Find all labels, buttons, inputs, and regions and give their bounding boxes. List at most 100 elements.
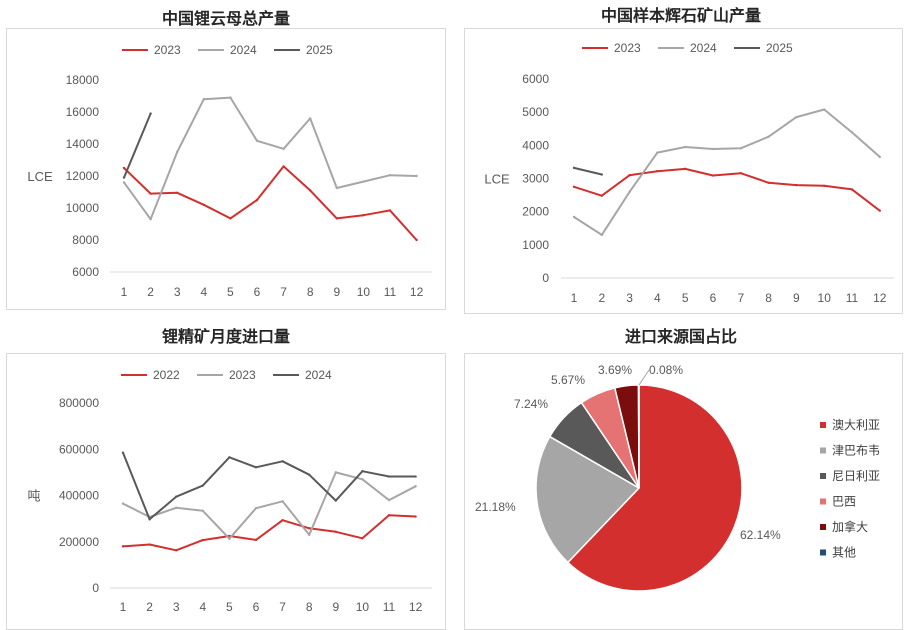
series-line-2023 <box>123 165 418 241</box>
data-point <box>361 537 364 540</box>
y-axis-title: 吨 <box>27 489 40 504</box>
y-tick-label: 16000 <box>66 105 100 119</box>
x-tick-label: 1 <box>120 600 127 614</box>
data-point <box>201 484 204 487</box>
data-point <box>362 180 365 183</box>
data-point <box>684 167 687 171</box>
chart-title: 锂精矿月度进口量 <box>161 329 290 346</box>
data-point <box>281 519 284 522</box>
data-point <box>228 537 231 540</box>
data-point <box>572 166 576 170</box>
series-line-2025 <box>123 113 152 178</box>
data-point <box>415 174 418 178</box>
data-point <box>361 478 364 481</box>
data-point <box>656 170 659 173</box>
slice-value-label: 3.69% <box>598 363 632 377</box>
chart-frame <box>6 353 446 630</box>
data-point <box>282 147 285 150</box>
x-tick-label: 6 <box>253 600 260 614</box>
x-tick-label: 3 <box>174 285 181 299</box>
slice-value-label: 62.14% <box>740 528 781 542</box>
x-tick-label: 10 <box>356 600 370 614</box>
data-point <box>122 176 126 179</box>
data-point <box>850 131 854 134</box>
data-point <box>121 451 125 454</box>
data-point <box>176 150 179 154</box>
pie-slice <box>535 435 641 564</box>
x-tick-label: 8 <box>765 291 772 305</box>
legend-label: 加拿大 <box>832 519 868 534</box>
data-point <box>823 108 826 111</box>
data-point <box>823 184 826 187</box>
data-point <box>628 173 631 177</box>
x-tick-label: 7 <box>737 291 744 305</box>
legend-label: 2025 <box>306 43 333 57</box>
y-tick-label: 12000 <box>66 169 100 183</box>
legend-label: 2025 <box>766 41 793 55</box>
slice-value-label: 5.67% <box>551 373 585 387</box>
legend-label: 巴西 <box>832 495 856 509</box>
y-tick-label: 10000 <box>66 201 100 215</box>
data-point <box>334 471 337 474</box>
data-point <box>254 507 258 510</box>
data-point <box>255 139 259 142</box>
data-point <box>387 475 391 478</box>
x-tick-label: 11 <box>383 600 396 614</box>
chart-import-sources: 进口来源国占比 62.14% 21.18% 7.24% 5.67% 3.69% 0.08%… <box>458 318 904 630</box>
chart-spodumene-output: 中国样本辉石矿山产量 6000 5000 4000 3000 2000 1000 0 1 2 3 4… <box>458 0 904 316</box>
data-point <box>572 185 576 188</box>
data-point <box>149 192 152 195</box>
y-axis-title: LCE <box>484 172 510 187</box>
data-point <box>600 233 603 237</box>
legend-label: 津巴布韦 <box>832 444 880 458</box>
data-point <box>122 166 126 170</box>
data-point <box>254 538 258 542</box>
data-point <box>121 502 125 505</box>
data-point <box>414 485 417 488</box>
chart-frame <box>464 28 903 314</box>
data-point <box>175 506 178 509</box>
data-point <box>229 96 232 99</box>
legend-swatch <box>820 473 826 479</box>
data-point <box>388 174 392 177</box>
x-tick-label: 4 <box>654 291 661 305</box>
data-point <box>767 181 770 185</box>
legend-swatch <box>820 549 826 556</box>
data-point <box>282 165 285 168</box>
x-tick-label: 10 <box>357 285 371 299</box>
x-tick-label: 6 <box>254 285 261 299</box>
data-point <box>228 456 231 459</box>
x-tick-label: 10 <box>818 291 832 305</box>
y-tick-label: 8000 <box>72 233 99 247</box>
data-point <box>175 549 178 552</box>
legend-label: 2024 <box>690 41 717 55</box>
chart-frame <box>6 28 446 310</box>
data-point <box>415 238 418 242</box>
y-tick-label: 800000 <box>59 396 99 410</box>
data-point <box>202 203 205 206</box>
legend-label: 2022 <box>153 368 180 382</box>
legend-label: 尼日利亚 <box>832 469 880 483</box>
x-tick-label: 4 <box>199 600 206 614</box>
data-point <box>202 98 205 101</box>
x-tick-label: 8 <box>307 285 314 299</box>
pie-chart-svg: 62.14% 21.18% 7.24%5.67% 3.69% 0.08% 澳大利亚津巴布韦… <box>475 363 880 592</box>
x-tick-label: 12 <box>409 600 423 614</box>
x-tick-label: 3 <box>626 291 633 305</box>
x-tick-label: 5 <box>227 285 234 299</box>
x-tick-label: 9 <box>332 600 339 614</box>
x-tick-label: 2 <box>147 285 154 299</box>
y-tick-label: 1000 <box>522 238 549 252</box>
data-point <box>122 181 126 184</box>
data-point <box>309 117 312 120</box>
series-line-2025 <box>573 166 603 176</box>
series-line-2023 <box>573 167 881 212</box>
data-point <box>362 214 365 217</box>
data-point <box>572 215 576 219</box>
legend-label: 澳大利亚 <box>832 418 880 432</box>
series-line-2024 <box>123 96 417 221</box>
data-point <box>149 112 152 115</box>
data-point <box>229 217 232 220</box>
y-tick-label: 18000 <box>66 73 100 87</box>
